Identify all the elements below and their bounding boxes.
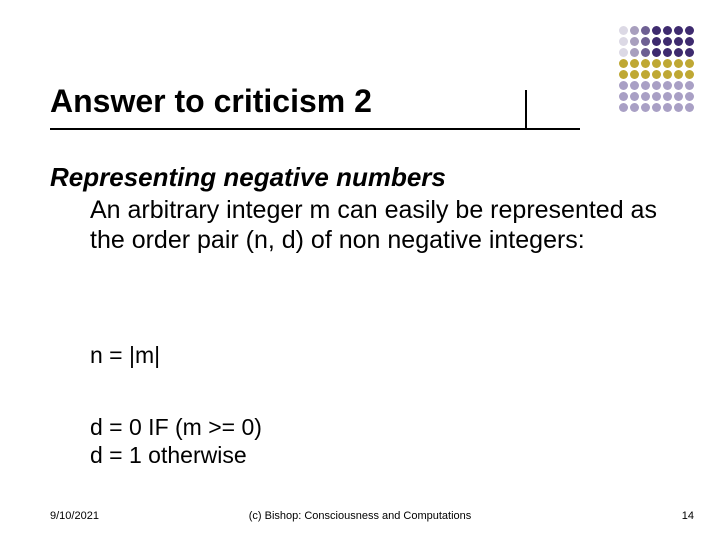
- body-equation-n: n = |m|: [90, 342, 160, 369]
- title-vertical-divider: [525, 90, 527, 130]
- slide: Answer to criticism 2 Representing negat…: [0, 0, 720, 540]
- body-paragraph-1: An arbitrary integer m can easily be rep…: [90, 196, 660, 255]
- slide-title: Answer to criticism 2: [50, 83, 372, 120]
- body-equation-d: d = 0 IF (m >= 0) d = 1 otherwise: [90, 414, 262, 469]
- body-d-line-1: d = 0 IF (m >= 0): [90, 414, 262, 442]
- decorative-dots: [619, 26, 694, 114]
- slide-subtitle: Representing negative numbers: [50, 162, 446, 193]
- body-d-line-2: d = 1 otherwise: [90, 442, 262, 470]
- title-underline: [50, 128, 580, 130]
- footer-page-number: 14: [682, 510, 694, 522]
- footer-attribution: (c) Bishop: Consciousness and Computatio…: [0, 510, 720, 522]
